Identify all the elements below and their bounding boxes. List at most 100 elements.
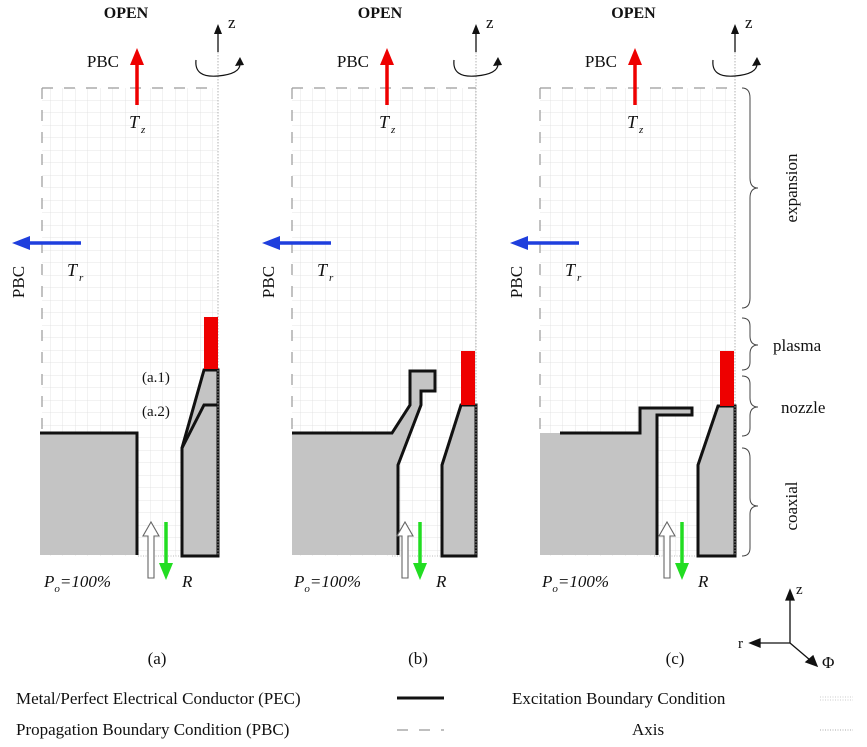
po-label: Po=100% bbox=[541, 572, 609, 595]
tz-label-sub: z bbox=[390, 124, 396, 136]
tr-arrowhead bbox=[262, 236, 280, 250]
tr-label-main: T bbox=[317, 260, 329, 280]
po-value: =100% bbox=[60, 572, 111, 591]
tz-label-sub: z bbox=[140, 124, 146, 136]
axis-z-label: z bbox=[796, 582, 803, 598]
open-label: OPEN bbox=[104, 5, 149, 22]
z-axis-arrowhead bbox=[472, 24, 480, 34]
legend-pec-label: Metal/Perfect Electrical Conductor (PEC) bbox=[16, 689, 301, 708]
pbc-side-label: PBC bbox=[259, 266, 278, 298]
tz-label-main: T bbox=[379, 112, 391, 132]
metal-conductor bbox=[292, 371, 435, 555]
plasma-brace bbox=[741, 317, 759, 371]
po-sub: o bbox=[552, 583, 558, 595]
region-label-nozzle: nozzle bbox=[781, 398, 825, 417]
rotation-arrowhead-icon bbox=[752, 57, 761, 66]
reflected-arrowhead bbox=[413, 563, 427, 580]
metal-conductor bbox=[292, 369, 437, 555]
rotation-arc-icon bbox=[453, 59, 499, 77]
legend-excitation-swatch bbox=[820, 696, 853, 701]
po-sub: o bbox=[304, 583, 310, 595]
z-label: z bbox=[745, 13, 753, 32]
metal-conductor bbox=[40, 431, 139, 555]
pbc-top-label: PBC bbox=[337, 52, 369, 71]
tr-label-sub: r bbox=[577, 272, 582, 284]
rotation-arrowhead-icon bbox=[493, 57, 502, 66]
z-label: z bbox=[228, 13, 236, 32]
pbc-top-label: PBC bbox=[87, 52, 119, 71]
po-main: P bbox=[293, 572, 304, 591]
region-label-expansion: expansion bbox=[782, 153, 801, 222]
po-value: =100% bbox=[310, 572, 361, 591]
po-main: P bbox=[43, 572, 54, 591]
z-axis-arrowhead bbox=[731, 24, 739, 34]
legend-excitation-label: Excitation Boundary Condition bbox=[512, 689, 726, 708]
tr-arrowhead bbox=[510, 236, 528, 250]
reflected-arrowhead bbox=[675, 563, 689, 580]
z-axis-arrowhead bbox=[214, 24, 222, 34]
incident-power-arrow bbox=[658, 520, 676, 579]
metal-conductor bbox=[560, 406, 694, 555]
incident-power-arrow bbox=[396, 520, 414, 579]
open-label: OPEN bbox=[358, 5, 403, 22]
pbc-top-label: PBC bbox=[585, 52, 617, 71]
axis-r-label: r bbox=[738, 636, 743, 652]
z-label: z bbox=[486, 13, 494, 32]
r-label: R bbox=[697, 572, 709, 591]
po-label: Po=100% bbox=[293, 572, 361, 595]
coaxial-brace bbox=[741, 447, 759, 557]
pbc-side-label: PBC bbox=[9, 266, 28, 298]
tr-label-sub: r bbox=[329, 272, 334, 284]
nozzle-brace bbox=[741, 375, 759, 437]
expansion-brace bbox=[741, 87, 759, 309]
plasma-region bbox=[461, 351, 475, 405]
region-label-coaxial: coaxial bbox=[782, 481, 801, 530]
po-value: =100% bbox=[558, 572, 609, 591]
annotation-a2: (a.2) bbox=[142, 404, 170, 420]
po-sub: o bbox=[54, 583, 60, 595]
tr-label-sub: r bbox=[79, 272, 84, 284]
tr-label-main: T bbox=[565, 260, 577, 280]
tr-label-main: T bbox=[67, 260, 79, 280]
tz-label-main: T bbox=[129, 112, 141, 132]
po-main: P bbox=[541, 572, 552, 591]
rotation-arc-icon bbox=[712, 59, 758, 77]
tz-arrowhead bbox=[130, 48, 144, 65]
legend-pbc-label: Propagation Boundary Condition (PBC) bbox=[16, 720, 289, 739]
r-label: R bbox=[435, 572, 447, 591]
metal-conductor bbox=[540, 408, 692, 555]
reflected-arrowhead bbox=[159, 563, 173, 580]
plasma-region bbox=[720, 351, 734, 406]
metal-conductor bbox=[180, 368, 220, 558]
caption-b: (b) bbox=[408, 649, 428, 668]
tz-arrowhead bbox=[380, 48, 394, 65]
rotation-arc-icon bbox=[195, 59, 241, 77]
region-braces bbox=[741, 87, 759, 557]
metal-conductor bbox=[40, 433, 137, 555]
caption-a: (a) bbox=[148, 649, 167, 668]
incident-power-arrow bbox=[142, 520, 160, 579]
coordinate-axes bbox=[748, 588, 819, 668]
tz-label-main: T bbox=[627, 112, 639, 132]
r-label: R bbox=[181, 572, 193, 591]
plasma-region bbox=[204, 317, 218, 369]
tz-arrowhead bbox=[628, 48, 642, 65]
region-label-plasma: plasma bbox=[773, 336, 822, 355]
legend-axis-label: Axis bbox=[632, 720, 664, 739]
po-label: Po=100% bbox=[43, 572, 111, 595]
tz-label-sub: z bbox=[638, 124, 644, 136]
metal-conductor bbox=[180, 403, 218, 449]
axis-phi-label: Φ bbox=[822, 653, 834, 672]
pbc-side-label: PBC bbox=[507, 266, 526, 298]
caption-c: (c) bbox=[666, 649, 685, 668]
